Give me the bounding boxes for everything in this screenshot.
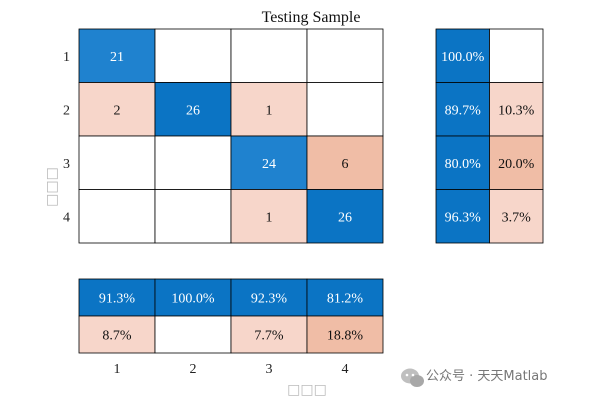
- matrix-cell: [306, 189, 384, 244]
- row-summary-cell: [489, 189, 544, 244]
- y-tick-label: 3: [63, 157, 70, 172]
- matrix-cell-value: 26: [338, 210, 352, 225]
- column-summary-cell: [154, 315, 232, 354]
- column-summary-cell: [230, 278, 308, 317]
- column-summary-cell: [230, 315, 308, 354]
- column-summary-value: 7.7%: [254, 329, 284, 344]
- matrix-cell: [154, 28, 232, 83]
- column-summary-value: 92.3%: [251, 292, 288, 307]
- matrix-cell: [230, 135, 308, 190]
- matrix-cell: [230, 82, 308, 137]
- y-axis-label: □□□: [44, 167, 60, 207]
- column-summary-cell: [78, 315, 156, 354]
- tick-labels: 1 1 2 2 3 3 4 4: [63, 50, 349, 377]
- row-summary-value: 89.7%: [445, 103, 482, 118]
- chart-title: Testing Sample: [262, 9, 361, 26]
- column-summary-value: 91.3%: [99, 292, 136, 307]
- column-summary-cell: [78, 278, 156, 317]
- row-summary: 100.0% 89.7% 10.3% 80.0% 20.0% 96.3% 3.7%: [435, 28, 544, 244]
- matrix-cell-value: 21: [110, 50, 124, 65]
- column-summary-cell: [306, 315, 384, 354]
- watermark: 公众号 · 天天Matlab: [401, 368, 548, 387]
- matrix-cell-value: 26: [186, 103, 200, 118]
- matrix-cell: [306, 28, 384, 83]
- row-summary-cell: [489, 28, 544, 83]
- row-summary-value: 20.0%: [498, 157, 535, 172]
- column-summary: 91.3% 100.0% 92.3% 81.2% 8.7% 7.7% 18.8%: [78, 278, 384, 354]
- column-summary-cell: [306, 278, 384, 317]
- watermark-text: 公众号 · 天天Matlab: [426, 369, 548, 384]
- matrix-cell: [78, 28, 156, 83]
- matrix-cell-value: 1: [266, 103, 273, 118]
- row-summary-value: 80.0%: [445, 157, 482, 172]
- y-tick-label: 2: [63, 103, 70, 118]
- row-summary-cell: [435, 82, 490, 137]
- column-summary-value: 8.7%: [102, 329, 132, 344]
- x-tick-label: 3: [266, 362, 273, 377]
- matrix-cell-value: 24: [262, 157, 276, 172]
- matrix-cell: [78, 135, 156, 190]
- wechat-icon: [401, 368, 424, 387]
- row-summary-cell: [489, 82, 544, 137]
- matrix-cell: [306, 82, 384, 137]
- row-summary-cell: [435, 135, 490, 190]
- x-tick-label: 2: [190, 362, 197, 377]
- y-tick-label: 4: [63, 210, 70, 225]
- column-summary-cell: [154, 278, 232, 317]
- matrix-cell: [154, 135, 232, 190]
- x-tick-label: 1: [114, 362, 121, 377]
- row-summary-value: 96.3%: [445, 210, 482, 225]
- row-summary-value: 10.3%: [498, 103, 535, 118]
- matrix-cell-value: 2: [114, 103, 121, 118]
- row-summary-value: 3.7%: [502, 210, 532, 225]
- matrix-cell: [154, 189, 232, 244]
- matrix-cell-value: 1: [266, 210, 273, 225]
- row-summary-cell: [435, 189, 490, 244]
- x-axis-label: □□□: [287, 382, 327, 398]
- matrix-cell: [230, 189, 308, 244]
- column-summary-value: 100.0%: [171, 292, 215, 307]
- column-summary-value: 18.8%: [327, 329, 364, 344]
- column-summary-value: 81.2%: [327, 292, 364, 307]
- row-summary-value: 100.0%: [441, 50, 485, 65]
- matrix-cell: [78, 82, 156, 137]
- matrix-cell: [306, 135, 384, 190]
- matrix-cell-value: 6: [342, 157, 349, 172]
- matrix-cell: [154, 82, 232, 137]
- confusion-matrix: 21 2 26 1 24 6 1 26: [78, 28, 384, 244]
- matrix-cell: [78, 189, 156, 244]
- x-tick-label: 4: [342, 362, 349, 377]
- matrix-cell: [230, 28, 308, 83]
- y-tick-label: 1: [63, 50, 70, 65]
